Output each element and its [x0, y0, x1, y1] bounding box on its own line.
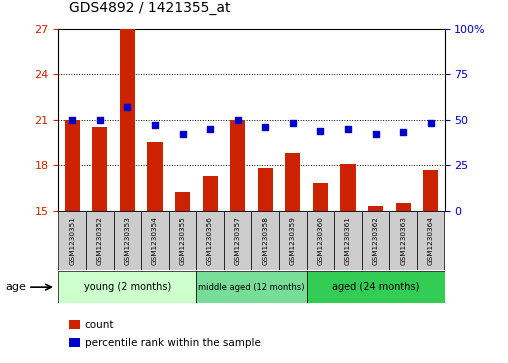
- Text: GSM1230356: GSM1230356: [207, 216, 213, 265]
- Bar: [120, 29, 135, 211]
- Point: [123, 104, 132, 110]
- Point: [427, 121, 435, 126]
- Point: [206, 126, 214, 132]
- Text: middle aged (12 months): middle aged (12 months): [198, 283, 305, 291]
- Bar: [251, 211, 279, 270]
- Point: [96, 117, 104, 123]
- Bar: [258, 168, 273, 211]
- Point: [151, 122, 159, 128]
- Bar: [224, 211, 251, 270]
- Text: age: age: [5, 282, 26, 292]
- Text: GSM1230351: GSM1230351: [69, 216, 75, 265]
- Text: percentile rank within the sample: percentile rank within the sample: [85, 338, 261, 348]
- Text: GSM1230359: GSM1230359: [290, 216, 296, 265]
- Bar: [368, 206, 383, 211]
- Point: [399, 130, 407, 135]
- Point: [261, 124, 269, 130]
- Bar: [69, 320, 80, 329]
- Text: GSM1230361: GSM1230361: [345, 216, 351, 265]
- Text: aged (24 months): aged (24 months): [332, 282, 419, 292]
- Bar: [230, 120, 245, 211]
- Bar: [307, 211, 334, 270]
- Bar: [285, 153, 300, 211]
- Bar: [362, 211, 389, 270]
- Bar: [147, 143, 163, 211]
- Bar: [203, 176, 217, 211]
- Bar: [65, 120, 80, 211]
- Bar: [92, 127, 107, 211]
- Bar: [196, 271, 307, 303]
- Text: GSM1230357: GSM1230357: [235, 216, 241, 265]
- Bar: [169, 211, 196, 270]
- Bar: [279, 211, 307, 270]
- Bar: [58, 271, 196, 303]
- Bar: [417, 211, 444, 270]
- Text: GSM1230364: GSM1230364: [428, 216, 434, 265]
- Point: [178, 131, 186, 137]
- Text: GSM1230354: GSM1230354: [152, 216, 158, 265]
- Point: [344, 126, 352, 132]
- Text: GSM1230358: GSM1230358: [262, 216, 268, 265]
- Bar: [141, 211, 169, 270]
- Bar: [423, 170, 438, 211]
- Bar: [307, 271, 444, 303]
- Bar: [69, 338, 80, 347]
- Text: GSM1230355: GSM1230355: [179, 216, 185, 265]
- Bar: [313, 183, 328, 211]
- Point: [289, 121, 297, 126]
- Text: young (2 months): young (2 months): [84, 282, 171, 292]
- Point: [316, 128, 325, 134]
- Bar: [58, 211, 86, 270]
- Bar: [389, 211, 417, 270]
- Text: GSM1230353: GSM1230353: [124, 216, 131, 265]
- Text: GSM1230363: GSM1230363: [400, 216, 406, 265]
- Text: GSM1230362: GSM1230362: [372, 216, 378, 265]
- Bar: [196, 211, 224, 270]
- Point: [68, 117, 76, 123]
- Text: GDS4892 / 1421355_at: GDS4892 / 1421355_at: [69, 0, 230, 15]
- Bar: [340, 164, 356, 211]
- Text: count: count: [85, 320, 114, 330]
- Bar: [86, 211, 114, 270]
- Point: [371, 131, 379, 137]
- Bar: [114, 211, 141, 270]
- Text: GSM1230352: GSM1230352: [97, 216, 103, 265]
- Point: [234, 117, 242, 123]
- Text: GSM1230360: GSM1230360: [318, 216, 324, 265]
- Bar: [396, 203, 410, 211]
- Bar: [175, 192, 190, 211]
- Bar: [334, 211, 362, 270]
